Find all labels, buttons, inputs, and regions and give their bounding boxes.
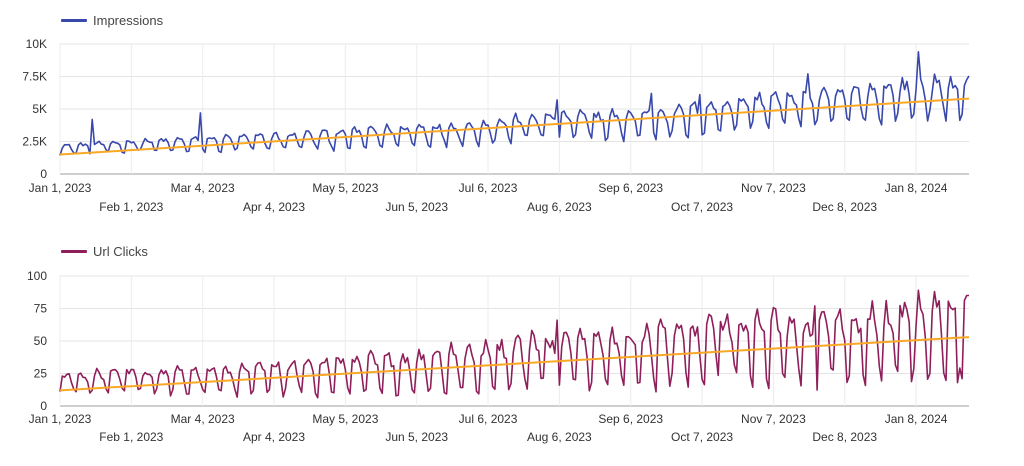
impressions-legend-swatch [61, 19, 87, 22]
x-tick-label: Mar 4, 2023 [171, 412, 235, 426]
x-tick-label: Apr 4, 2023 [243, 200, 305, 214]
y-tick-label: 50 [34, 334, 48, 348]
impressions-chart: Impressions 0 2.5K 5K 7.5K 10K Jan 1, 2023 Feb… [0, 0, 1024, 230]
x-tick-label: Aug 6, 2023 [527, 200, 592, 214]
x-tick-label: Mar 4, 2023 [171, 181, 235, 195]
x-tick-label: Apr 4, 2023 [243, 430, 305, 444]
url-clicks-chart: Url Clicks 0 25 50 75 100 Jan 1, 2023 Feb 1, 2… [0, 230, 1024, 466]
x-tick-label: Jan 8, 2024 [885, 412, 948, 426]
x-tick-label: May 5, 2023 [312, 181, 378, 195]
x-tick-label: Jan 1, 2023 [29, 412, 92, 426]
x-tick-label: Oct 7, 2023 [671, 430, 733, 444]
url-clicks-legend[interactable]: Url Clicks [61, 244, 148, 259]
impressions-trend-line [59, 97, 970, 156]
x-tick-label: Jan 1, 2023 [29, 181, 92, 195]
x-tick-label: Sep 6, 2023 [598, 181, 663, 195]
y-tick-label: 0 [40, 399, 47, 413]
x-tick-label: Nov 7, 2023 [741, 181, 806, 195]
x-tick-label: Jun 5, 2023 [385, 430, 448, 444]
x-tick-label: Aug 6, 2023 [527, 430, 592, 444]
x-tick-label: Jan 8, 2024 [885, 181, 948, 195]
x-tick-label: Jun 5, 2023 [385, 200, 448, 214]
impressions-legend-label: Impressions [93, 13, 164, 28]
url-clicks-series-line [59, 289, 969, 399]
url-clicks-plot: 0 25 50 75 100 Jan 1, 2023 Feb 1, 2023 Mar 4, 2… [27, 269, 970, 444]
y-tick-label: 10K [26, 37, 47, 51]
x-tick-label: Oct 7, 2023 [671, 200, 733, 214]
impressions-legend[interactable]: Impressions [61, 13, 163, 28]
y-tick-label: 7.5K [22, 70, 47, 84]
x-tick-label: Feb 1, 2023 [99, 430, 163, 444]
x-tick-label: May 5, 2023 [312, 412, 378, 426]
impressions-plot: 0 2.5K 5K 7.5K 10K Jan 1, 2023 Feb 1, 2023 Mar … [22, 37, 970, 214]
x-tick-label: Feb 1, 2023 [99, 200, 163, 214]
y-tick-label: 100 [27, 269, 47, 283]
y-tick-label: 25 [34, 367, 48, 381]
x-tick-label: Nov 7, 2023 [741, 412, 806, 426]
x-tick-label: Jul 6, 2023 [459, 181, 518, 195]
impressions-series-line [59, 51, 970, 156]
y-tick-label: 5K [32, 102, 47, 116]
url-clicks-legend-label: Url Clicks [93, 244, 148, 259]
y-tick-label: 0 [40, 167, 47, 181]
y-tick-label: 2.5K [22, 135, 47, 149]
y-tick-label: 75 [34, 302, 48, 316]
x-tick-label: Jul 6, 2023 [459, 412, 518, 426]
x-tick-label: Dec 8, 2023 [812, 200, 877, 214]
url-clicks-legend-swatch [61, 250, 87, 253]
x-tick-label: Sep 6, 2023 [598, 412, 663, 426]
url-clicks-trend-line [59, 336, 970, 392]
x-tick-label: Dec 8, 2023 [812, 430, 877, 444]
